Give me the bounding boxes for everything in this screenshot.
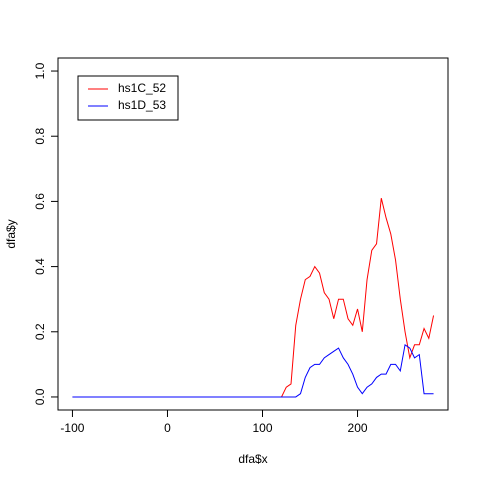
y-axis-title: dfa$y: [4, 219, 18, 248]
x-tick-label: 0: [164, 421, 171, 435]
y-tick-label: 0.6: [33, 193, 47, 210]
x-axis-title: dfa$x: [238, 452, 267, 466]
legend-box: [77, 75, 179, 121]
y-tick-label: 0.0: [33, 388, 47, 405]
data-line: [72, 198, 435, 398]
x-tick-label: 100: [252, 421, 272, 435]
legend-label: hs1D_53: [118, 98, 166, 112]
y-tick-label: 1.0: [33, 62, 47, 79]
data-line: [72, 343, 434, 398]
y-tick-label: 0.8: [33, 128, 47, 145]
legend-label: hs1C_52: [118, 81, 166, 95]
x-tick-label: -100: [60, 421, 84, 435]
y-tick-label: 0.2: [33, 323, 47, 340]
y-tick-label: 0.4: [33, 258, 47, 275]
x-tick-label: 200: [348, 421, 368, 435]
